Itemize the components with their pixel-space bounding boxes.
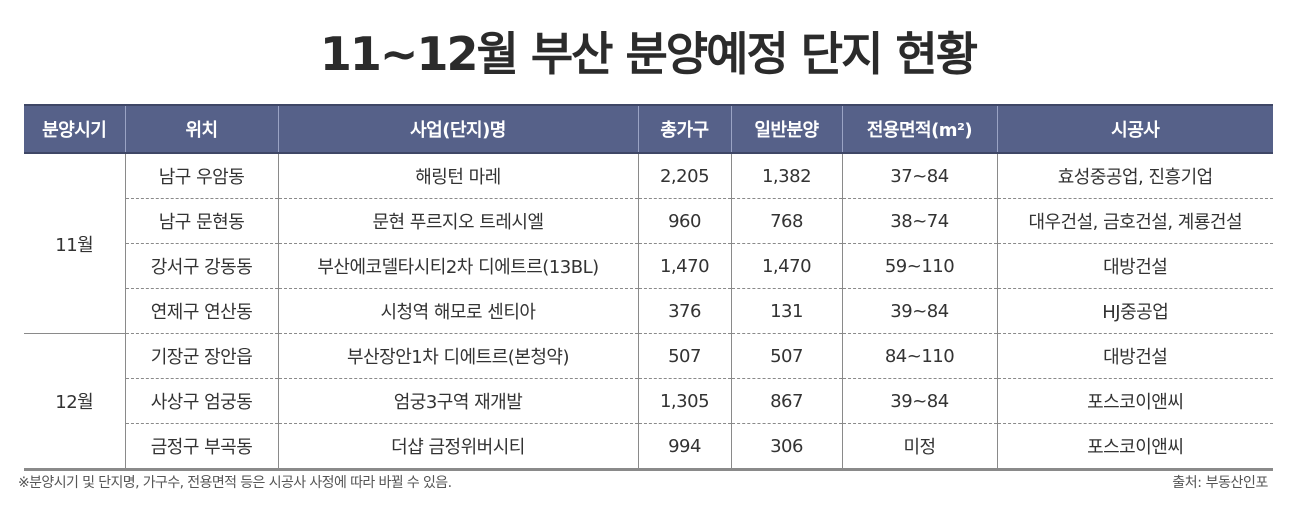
area-cell: 39~84 [841,378,997,424]
builder-cell: 대우건설, 금호건설, 계룡건설 [996,198,1273,244]
name-cell: 해링턴 마레 [277,153,638,199]
footnote: ※분양시기 및 단지명, 가구수, 전용면적 등은 시공사 사정에 따라 바뀔 … [18,475,452,491]
general-cell: 306 [730,423,842,471]
name-cell: 부산에코델타시티2차 디에트르(13BL) [277,243,638,289]
area-cell: 미정 [841,423,997,471]
general-cell: 1,470 [730,243,842,289]
location-cell: 남구 우암동 [124,153,278,199]
table-row: 남구 문현동 문현 푸르지오 트레시엘 960 768 38~74 대우건설, … [24,198,1273,244]
table-row: 강서구 강동동 부산에코델타시티2차 디에트르(13BL) 1,470 1,47… [24,243,1273,289]
header-general-sale: 일반분양 [730,104,842,154]
location-cell: 강서구 강동동 [124,243,278,289]
total-cell: 376 [637,288,731,334]
area-cell: 59~110 [841,243,997,289]
area-cell: 37~84 [841,153,997,199]
general-cell: 768 [730,198,842,244]
header-total-units: 총가구 [637,104,731,154]
table-header-row: 분양시기 위치 사업(단지)명 총가구 일반분양 전용면적(m²) 시공사 [24,104,1273,154]
name-cell: 시청역 해모로 센티아 [277,288,638,334]
name-cell: 더샵 금정위버시티 [277,423,638,471]
source-credit: 출처: 부동산인포 [1172,475,1268,491]
area-cell: 39~84 [841,288,997,334]
builder-cell: 대방건설 [996,333,1273,379]
month-cell: 12월 [24,333,125,471]
builder-cell: 대방건설 [996,243,1273,289]
table-row: 연제구 연산동 시청역 해모로 센티아 376 131 39~84 HJ중공업 [24,288,1273,334]
header-builder: 시공사 [996,104,1273,154]
general-cell: 131 [730,288,842,334]
location-cell: 남구 문현동 [124,198,278,244]
builder-cell: 효성중공업, 진흥기업 [996,153,1273,199]
table-row: 12월 기장군 장안읍 부산장안1차 디에트르(본청약) 507 507 84~… [24,333,1273,471]
table-row: 금정구 부곡동 더샵 금정위버시티 994 306 미정 포스코이앤씨 [24,423,1273,471]
header-location: 위치 [124,104,278,154]
total-cell: 507 [637,333,731,379]
location-cell: 사상구 엄궁동 [124,378,278,424]
table-row: 11월 남구 우암동 해링턴 마레 2,205 1,382 37~84 효성중공… [24,153,1273,334]
header-period: 분양시기 [24,104,125,154]
header-complex-name: 사업(단지)명 [277,104,638,154]
total-cell: 1,305 [637,378,731,424]
total-cell: 2,205 [637,153,731,199]
month-cell: 11월 [24,153,125,334]
location-cell: 금정구 부곡동 [124,423,278,471]
general-cell: 507 [730,333,842,379]
builder-cell: 포스코이앤씨 [996,423,1273,471]
builder-cell: 포스코이앤씨 [996,378,1273,424]
location-cell: 연제구 연산동 [124,288,278,334]
general-cell: 1,382 [730,153,842,199]
header-area: 전용면적(m²) [841,104,997,154]
total-cell: 1,470 [637,243,731,289]
presale-table: 분양시기 위치 사업(단지)명 총가구 일반분양 전용면적(m²) 시공사 11… [24,104,1273,471]
name-cell: 부산장안1차 디에트르(본청약) [277,333,638,379]
total-cell: 960 [637,198,731,244]
page-title: 11~12월 부산 분양예정 단지 현황 [319,27,978,81]
name-cell: 엄궁3구역 재개발 [277,378,638,424]
general-cell: 867 [730,378,842,424]
area-cell: 38~74 [841,198,997,244]
total-cell: 994 [637,423,731,471]
name-cell: 문현 푸르지오 트레시엘 [277,198,638,244]
builder-cell: HJ중공업 [996,288,1273,334]
location-cell: 기장군 장안읍 [124,333,278,379]
table-row: 사상구 엄궁동 엄궁3구역 재개발 1,305 867 39~84 포스코이앤씨 [24,378,1273,424]
area-cell: 84~110 [841,333,997,379]
